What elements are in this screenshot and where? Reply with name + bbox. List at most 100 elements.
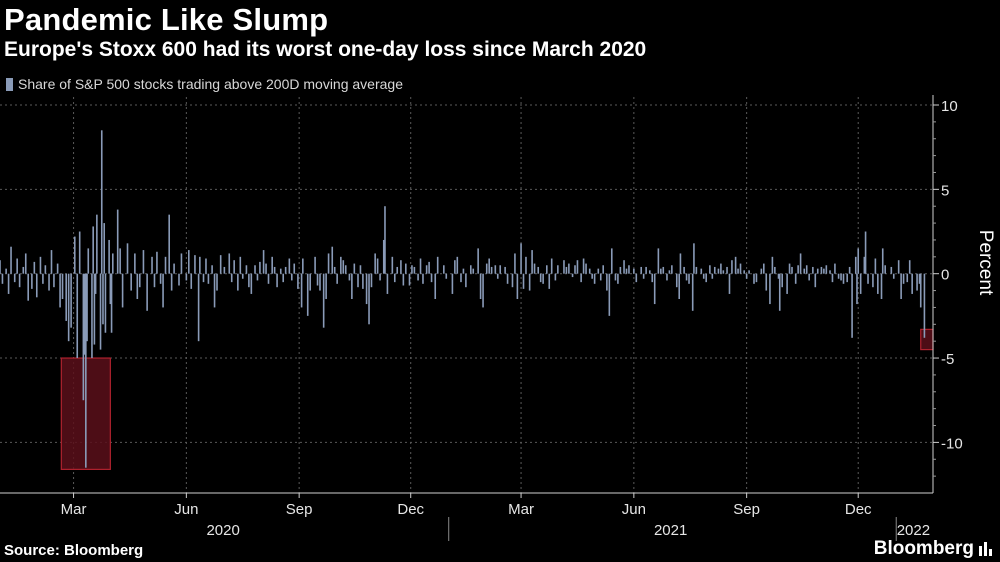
bar bbox=[675, 273, 678, 288]
bar bbox=[265, 263, 267, 274]
bar bbox=[306, 273, 309, 316]
bar bbox=[16, 258, 18, 274]
x-tick-label: Sep bbox=[733, 501, 760, 518]
bar bbox=[528, 273, 531, 291]
bar bbox=[713, 266, 716, 274]
y-tick-label: -10 bbox=[941, 435, 963, 452]
bar bbox=[568, 263, 570, 274]
bar bbox=[803, 268, 806, 274]
chart-title: Pandemic Like Slump bbox=[4, 2, 329, 37]
bar bbox=[660, 268, 662, 274]
bar bbox=[391, 256, 394, 274]
bar bbox=[44, 265, 47, 274]
bar bbox=[593, 273, 596, 284]
bar bbox=[116, 209, 119, 274]
bar bbox=[554, 273, 557, 281]
bar bbox=[897, 260, 900, 274]
bar bbox=[726, 266, 728, 274]
bar bbox=[840, 273, 842, 281]
bar bbox=[709, 265, 711, 274]
bar bbox=[156, 251, 158, 274]
bar bbox=[693, 243, 695, 274]
bar bbox=[881, 248, 884, 274]
bar bbox=[151, 256, 153, 274]
bar bbox=[370, 273, 373, 288]
bar bbox=[711, 273, 714, 279]
bar bbox=[173, 263, 175, 274]
bar bbox=[702, 273, 705, 279]
bar bbox=[791, 266, 793, 274]
bar bbox=[635, 273, 638, 283]
bar bbox=[39, 256, 42, 274]
bar bbox=[585, 263, 587, 274]
bar bbox=[411, 265, 413, 274]
bar bbox=[623, 260, 625, 274]
source-note: Source: Bloomberg bbox=[4, 542, 144, 559]
bar bbox=[365, 273, 368, 305]
bar bbox=[443, 265, 445, 274]
bar bbox=[382, 239, 385, 274]
year-label: 2022 bbox=[897, 522, 930, 539]
bar bbox=[344, 265, 347, 274]
bar bbox=[485, 263, 488, 274]
bar bbox=[539, 273, 542, 283]
bar bbox=[67, 273, 70, 342]
bar bbox=[633, 268, 635, 274]
bar bbox=[153, 273, 156, 288]
bar bbox=[531, 250, 533, 274]
bar bbox=[121, 273, 124, 308]
bar bbox=[557, 265, 559, 274]
bar bbox=[653, 273, 656, 305]
bar bbox=[794, 273, 797, 284]
bar bbox=[582, 258, 585, 274]
x-tick-label: Mar bbox=[61, 501, 87, 518]
bar bbox=[851, 273, 853, 338]
bar bbox=[342, 260, 345, 274]
bar bbox=[100, 130, 103, 274]
bar bbox=[87, 248, 90, 274]
bar bbox=[18, 273, 21, 288]
bar bbox=[290, 273, 293, 281]
y-axis-title: Percent bbox=[975, 230, 996, 296]
bar bbox=[302, 258, 304, 274]
bar bbox=[65, 273, 68, 321]
bar bbox=[683, 266, 685, 274]
bar bbox=[506, 273, 509, 284]
bar bbox=[494, 265, 497, 274]
bar bbox=[92, 226, 94, 274]
bar bbox=[241, 273, 244, 279]
bar bbox=[402, 273, 405, 286]
bar bbox=[91, 273, 93, 359]
bar bbox=[202, 273, 205, 283]
bar bbox=[774, 266, 776, 274]
bar bbox=[691, 273, 694, 311]
bar bbox=[812, 266, 814, 274]
bar bbox=[322, 273, 325, 328]
x-tick-label: Dec bbox=[397, 501, 424, 518]
bar bbox=[33, 261, 36, 274]
bar bbox=[445, 273, 448, 279]
bar bbox=[472, 268, 475, 274]
bar bbox=[890, 266, 893, 274]
bar bbox=[908, 260, 911, 274]
bar bbox=[610, 248, 613, 274]
bar bbox=[563, 260, 565, 274]
bar bbox=[353, 263, 356, 274]
bar bbox=[59, 273, 61, 308]
bar bbox=[786, 273, 788, 294]
bar bbox=[755, 273, 758, 283]
bar bbox=[657, 248, 660, 274]
bar bbox=[136, 273, 139, 299]
bar bbox=[571, 273, 574, 278]
bar bbox=[814, 273, 817, 288]
bar bbox=[546, 265, 548, 274]
bar bbox=[1, 273, 4, 284]
bar bbox=[900, 273, 902, 299]
x-tick-label: Jun bbox=[622, 501, 646, 518]
bar bbox=[293, 263, 296, 274]
bar bbox=[490, 266, 493, 274]
bar bbox=[5, 268, 7, 274]
bar bbox=[608, 273, 611, 316]
bar bbox=[35, 273, 38, 298]
